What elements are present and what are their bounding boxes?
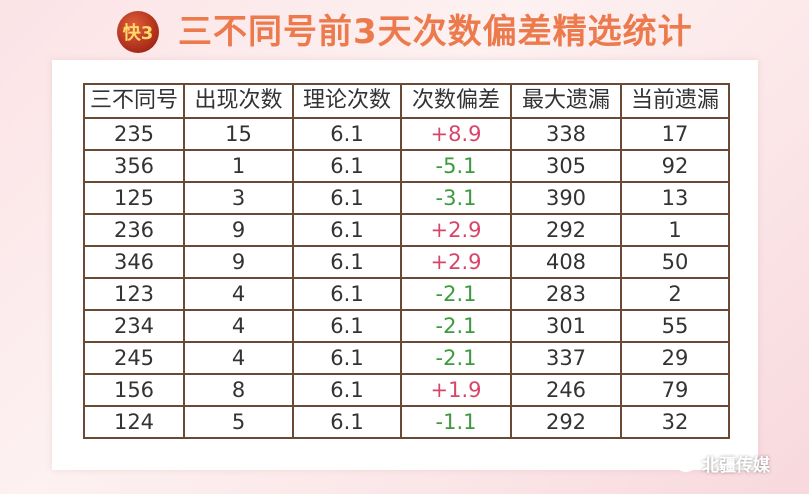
table-cell: 6.1: [292, 245, 402, 279]
table-cell: +2.9: [400, 213, 512, 247]
table-cell: 6.1: [292, 213, 402, 247]
table-cell: 305: [510, 149, 622, 183]
table-cell: 246: [510, 373, 622, 407]
table-cell: -2.1: [400, 341, 512, 375]
table-cell: 337: [510, 341, 622, 375]
table-cell: 236: [83, 213, 185, 247]
table-cell: 8: [183, 373, 294, 407]
table-cell: 9: [183, 245, 294, 279]
table-cell: 301: [510, 309, 622, 343]
table-cell: -3.1: [400, 181, 512, 215]
table-cell: 235: [83, 117, 185, 151]
table-cell: 6.1: [292, 309, 402, 343]
table-cell: 2: [620, 277, 730, 311]
table-cell: +1.9: [400, 373, 512, 407]
table-cell: 5: [183, 405, 294, 439]
table-cell: 13: [620, 181, 730, 215]
table-row: 346 9 6.1 +2.9 408 50: [83, 245, 730, 279]
table-cell: 92: [620, 149, 730, 183]
table-row: 124 5 6.1 -1.1 292 32: [83, 405, 730, 439]
table-cell: 123: [83, 277, 185, 311]
table-cell: 408: [510, 245, 622, 279]
table-cell: 50: [620, 245, 730, 279]
table-row: 235 15 6.1 +8.9 338 17: [83, 117, 730, 151]
table-cell: 156: [83, 373, 185, 407]
table-cell: 1: [183, 149, 294, 183]
table-cell: +2.9: [400, 245, 512, 279]
kuai3-logo: 快3: [117, 11, 159, 53]
table-cell: 29: [620, 341, 730, 375]
table-row: 236 9 6.1 +2.9 292 1: [83, 213, 730, 247]
table-row: 156 8 6.1 +1.9 246 79: [83, 373, 730, 407]
table-cell: 292: [510, 213, 622, 247]
table-cell: -1.1: [400, 405, 512, 439]
table-cell: 4: [183, 309, 294, 343]
table-row: 356 1 6.1 -5.1 305 92: [83, 149, 730, 183]
table-cell: 3: [183, 181, 294, 215]
table-cell: 6.1: [292, 373, 402, 407]
table-cell: 234: [83, 309, 185, 343]
table-cell: 32: [620, 405, 730, 439]
page-title: 三不同号前3天次数偏差精选统计: [178, 12, 693, 52]
column-header: 当前遗漏: [620, 83, 730, 119]
column-header: 次数偏差: [400, 83, 512, 119]
table-cell: -2.1: [400, 277, 512, 311]
table-cell: 124: [83, 405, 185, 439]
table-cell: 283: [510, 277, 622, 311]
header: 快3 三不同号前3天次数偏差精选统计: [0, 0, 809, 62]
table-row: 125 3 6.1 -3.1 390 13: [83, 181, 730, 215]
table-cell: 6.1: [292, 405, 402, 439]
table-cell: 55: [620, 309, 730, 343]
table-row: 123 4 6.1 -2.1 283 2: [83, 277, 730, 311]
table-cell: 125: [83, 181, 185, 215]
watermark: 北疆传媒: [676, 451, 770, 476]
table-cell: -2.1: [400, 309, 512, 343]
table-cell: 6.1: [292, 341, 402, 375]
table-cell: +8.9: [400, 117, 512, 151]
table-cell: 356: [83, 149, 185, 183]
table-cell: 390: [510, 181, 622, 215]
table-cell: 245: [83, 341, 185, 375]
table-cell: 79: [620, 373, 730, 407]
table-cell: 6.1: [292, 181, 402, 215]
table-row: 234 4 6.1 -2.1 301 55: [83, 309, 730, 343]
table-cell: 4: [183, 277, 294, 311]
column-header: 三不同号: [83, 83, 185, 119]
table-cell: 292: [510, 405, 622, 439]
watermark-text: 北疆传媒: [702, 456, 770, 476]
table-cell: 6.1: [292, 117, 402, 151]
table-cell: -5.1: [400, 149, 512, 183]
wechat-icon: [676, 455, 696, 472]
column-header: 理论次数: [292, 83, 402, 119]
table-cell: 15: [183, 117, 294, 151]
table-cell: 6.1: [292, 149, 402, 183]
table-cell: 1: [620, 213, 730, 247]
table-row: 245 4 6.1 -2.1 337 29: [83, 341, 730, 375]
table-header-row: 三不同号 出现次数 理论次数 次数偏差 最大遗漏 当前遗漏: [83, 83, 730, 119]
table-cell: 6.1: [292, 277, 402, 311]
column-header: 出现次数: [183, 83, 294, 119]
table-cell: 17: [620, 117, 730, 151]
table-cell: 9: [183, 213, 294, 247]
column-header: 最大遗漏: [510, 83, 622, 119]
table-cell: 338: [510, 117, 622, 151]
stats-table: 三不同号 出现次数 理论次数 次数偏差 最大遗漏 当前遗漏 235 15 6.1 +8.9 338…: [83, 83, 730, 439]
table-cell: 4: [183, 341, 294, 375]
table-cell: 346: [83, 245, 185, 279]
